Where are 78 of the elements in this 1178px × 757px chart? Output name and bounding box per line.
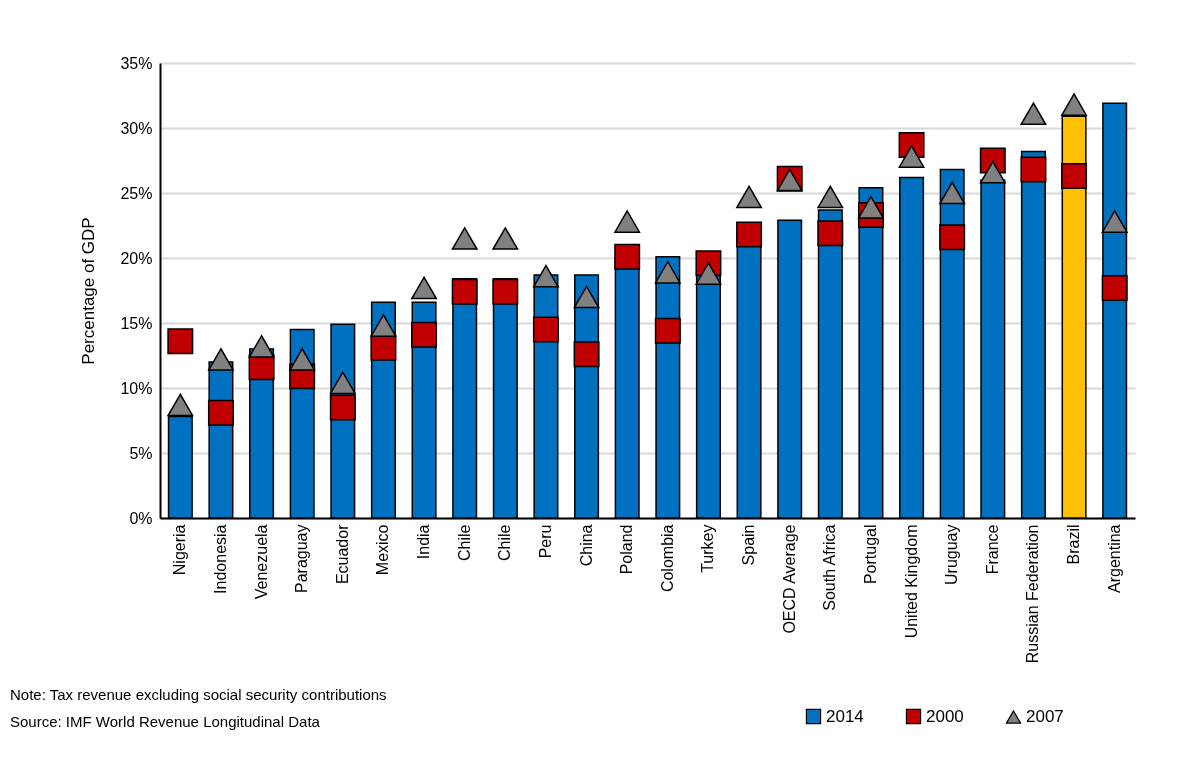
point [1101, 274, 1128, 301]
y-tick-label: 25% [120, 184, 153, 202]
legend-label: 2007 [1026, 706, 1064, 726]
point [614, 243, 641, 270]
point [207, 399, 234, 426]
point [939, 181, 966, 205]
x-tick-label: Indonesia [211, 524, 229, 594]
x-tick-label: Spain [740, 524, 758, 566]
y-tick-label: 35% [120, 54, 153, 72]
text: Note: Tax revenue excluding social security contributions [10, 686, 387, 703]
point [248, 335, 275, 358]
point [370, 314, 397, 337]
point [817, 185, 844, 209]
point [573, 341, 600, 368]
x-tick-label: United Kingdom [902, 524, 920, 639]
y-tick-label: 20% [120, 249, 153, 267]
point [1061, 163, 1088, 190]
point [1061, 93, 1088, 116]
point [329, 394, 356, 421]
x-tick-label: Nigeria [171, 524, 189, 576]
y-tick-label: 15% [120, 314, 153, 332]
x-tick-label: OECD Average [780, 524, 798, 634]
x-tick-label: China [577, 524, 595, 567]
point [898, 145, 925, 168]
point [492, 278, 519, 305]
point [492, 227, 519, 250]
point [532, 264, 559, 288]
x-tick-label: Russian Federation [1024, 524, 1042, 664]
point [411, 276, 438, 300]
point [451, 278, 478, 305]
x-tick-label: Brazil [1065, 524, 1083, 565]
x-tick-label: Venezuela [252, 524, 270, 600]
point [695, 262, 722, 285]
y-tick-label: 30% [120, 119, 153, 137]
legend-label: 2000 [926, 706, 964, 726]
point [370, 334, 397, 361]
point [329, 371, 356, 395]
y-tick-label: 0% [129, 509, 153, 527]
point [1101, 210, 1128, 233]
point [167, 328, 194, 355]
point [1020, 156, 1047, 183]
x-tick-label: France [983, 524, 1001, 575]
point [857, 195, 884, 219]
point [167, 393, 194, 417]
point [654, 317, 681, 344]
x-tick-label: Poland [618, 524, 636, 575]
x-tick-label: India [415, 524, 433, 560]
x-tick-label: Portugal [861, 524, 879, 585]
point [532, 316, 559, 343]
x-tick-label: Argentina [1105, 524, 1123, 593]
x-tick-label: Chile [455, 524, 473, 561]
legend-label: 2014 [826, 706, 864, 726]
y-tick-label: 10% [120, 379, 153, 397]
point [939, 224, 966, 251]
point [654, 260, 681, 284]
point [736, 221, 763, 248]
point [736, 185, 763, 209]
source-note: Source: IMF World Revenue Longitudinal Data [10, 713, 321, 730]
x-tick-label: Mexico [374, 524, 392, 576]
x-tick-label: Uruguay [943, 524, 961, 585]
point [817, 220, 844, 247]
point [979, 160, 1006, 184]
point [207, 348, 234, 371]
point [289, 348, 316, 371]
point [451, 227, 478, 250]
x-tick-label: South Africa [821, 524, 839, 611]
x-tick-label: Chile [496, 524, 514, 561]
x-tick-label: Peru [536, 524, 554, 559]
point [1020, 102, 1047, 126]
x-tick-label: Colombia [658, 524, 676, 593]
point [573, 285, 600, 309]
x-tick-label: Paraguay [293, 524, 311, 593]
x-tick-label: Turkey [699, 524, 717, 573]
point [614, 210, 641, 233]
point [411, 321, 438, 348]
x-tick-label: Ecuador [333, 523, 351, 585]
y-axis-title: Percentage of GDP [79, 217, 99, 365]
y-tick-label: 5% [129, 444, 153, 462]
